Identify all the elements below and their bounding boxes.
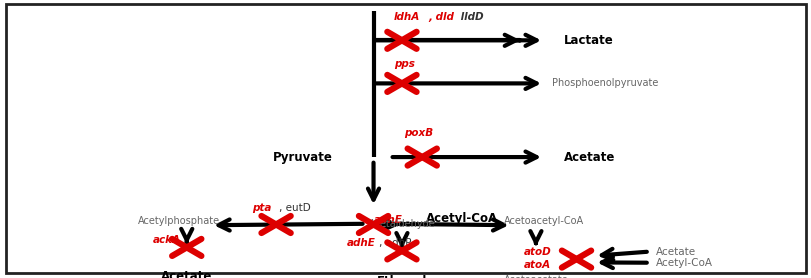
Text: adhE: adhE [373, 215, 402, 225]
Text: ldhA: ldhA [393, 12, 419, 22]
Text: ackA: ackA [152, 235, 180, 245]
Text: Acetate: Acetate [161, 270, 212, 278]
Text: adhE: adhE [346, 238, 375, 248]
Text: Acetoacetyl-CoA: Acetoacetyl-CoA [504, 216, 583, 226]
Text: , eutD: , eutD [278, 203, 310, 213]
Text: Acetyl-CoA: Acetyl-CoA [426, 212, 498, 225]
Text: , dld: , dld [428, 12, 454, 22]
Text: Acetaldehyde: Acetaldehyde [368, 219, 435, 229]
Text: Pyruvate: Pyruvate [272, 151, 333, 163]
Text: pta: pta [251, 203, 271, 213]
Text: Acetoacetate: Acetoacetate [503, 275, 568, 278]
Text: lldD: lldD [457, 12, 483, 22]
Text: Ethanol: Ethanol [376, 275, 427, 278]
Text: atoA: atoA [523, 260, 550, 270]
Text: Lactate: Lactate [564, 34, 613, 47]
Text: Acetate: Acetate [564, 151, 615, 163]
Text: atoD: atoD [523, 247, 551, 257]
Text: poxB: poxB [403, 128, 432, 138]
Text: , adhP: , adhP [379, 238, 411, 248]
Text: pps: pps [393, 59, 414, 70]
Text: Acetylphosphate: Acetylphosphate [137, 216, 220, 226]
Text: Acetate: Acetate [655, 247, 695, 257]
Text: Phosphoenolpyruvate: Phosphoenolpyruvate [551, 78, 658, 88]
Text: Acetyl-CoA: Acetyl-CoA [655, 258, 712, 268]
